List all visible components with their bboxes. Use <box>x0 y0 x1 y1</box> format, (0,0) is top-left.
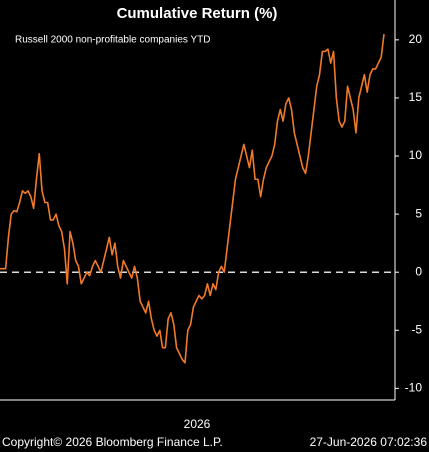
y-tick-label: 15 <box>409 90 423 104</box>
y-tick-label: 10 <box>409 148 423 162</box>
y-tick-label: 0 <box>415 264 422 278</box>
chart-title: Cumulative Return (%) <box>117 5 278 22</box>
y-tick-label: 5 <box>415 206 422 220</box>
line <box>0 33 385 364</box>
timestamp: 27-Jun-2026 07:02:36 <box>310 435 428 449</box>
source: Copyright© 2026 Bloomberg Finance L.P. <box>2 435 223 449</box>
y-tick-label: 20 <box>409 32 423 46</box>
x-axis-label: 2026 <box>184 417 211 431</box>
y-tick-label: -5 <box>411 322 422 336</box>
y-tick-label: -10 <box>405 381 423 395</box>
chart-subtitle: Russell 2000 non-profitable companies YT… <box>15 35 210 46</box>
